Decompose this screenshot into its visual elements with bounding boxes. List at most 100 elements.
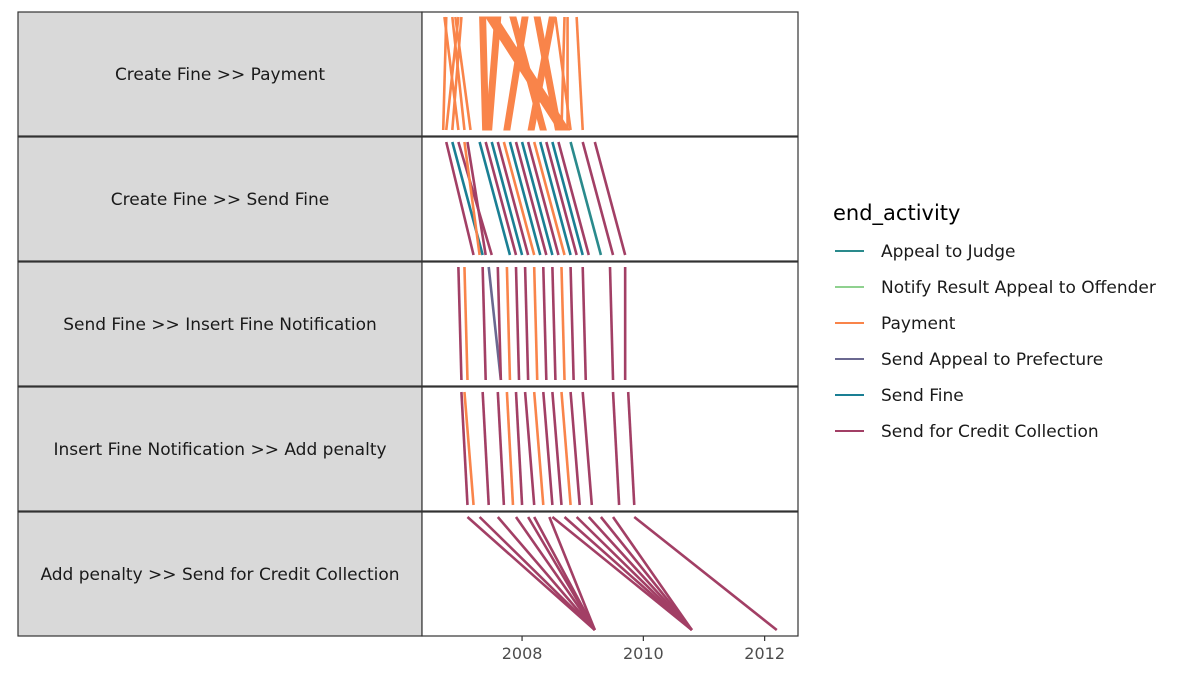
- segment-band: [527, 16, 556, 131]
- segment-line: [548, 516, 597, 631]
- segment-line: [502, 141, 536, 256]
- legend-label: Send Fine: [881, 386, 964, 406]
- segment-line: [496, 391, 506, 506]
- segment-line: [569, 391, 581, 506]
- segment-line: [575, 516, 693, 631]
- legend-entry: Send Appeal to Prefecture: [835, 350, 1103, 370]
- segment-line: [487, 266, 503, 381]
- segment-line: [451, 16, 466, 131]
- segment-line: [541, 266, 548, 381]
- legend-label: Appeal to Judge: [881, 242, 1016, 262]
- segment-line: [508, 141, 542, 256]
- legend-label: Send Appeal to Prefecture: [881, 350, 1103, 370]
- facet-label: Create Fine >> Send Fine: [111, 190, 329, 210]
- legend-label: Notify Result Appeal to Offender: [881, 278, 1156, 298]
- facet-strip: [17, 136, 423, 262]
- segment-line: [466, 141, 487, 256]
- legend-label: Send for Credit Collection: [881, 422, 1099, 442]
- segment-line: [581, 141, 615, 256]
- segments: [457, 266, 627, 381]
- segment-line: [551, 266, 557, 381]
- segment-line: [593, 141, 627, 256]
- segment-line: [514, 141, 548, 256]
- segment-line: [569, 141, 603, 256]
- segment-line: [523, 391, 536, 506]
- facet-label: Send Fine >> Insert Fine Notification: [63, 315, 377, 335]
- segment-line: [569, 266, 575, 381]
- segment-line: [626, 391, 636, 506]
- segment-line: [457, 141, 493, 256]
- segment-line: [457, 266, 463, 381]
- segment-line: [463, 391, 475, 506]
- segment-line: [496, 516, 596, 631]
- segment-line: [560, 266, 566, 381]
- x-tick-label: 2008: [502, 644, 543, 663]
- segment-line: [514, 391, 524, 506]
- segment-line: [560, 16, 566, 131]
- legend-label: Payment: [881, 314, 956, 334]
- segment-line: [551, 391, 563, 506]
- segment-line: [463, 266, 469, 381]
- segment-line: [454, 16, 472, 131]
- segment-line: [496, 266, 503, 381]
- segment-band: [485, 16, 502, 131]
- segment-line: [527, 516, 596, 631]
- segment-line: [611, 516, 693, 631]
- segment-line: [608, 266, 615, 381]
- legend-entry: Send Fine: [835, 386, 964, 406]
- segment-line: [481, 391, 491, 506]
- segment-line: [532, 391, 545, 506]
- segment-line: [466, 516, 596, 631]
- segment-line: [541, 391, 554, 506]
- segment-line: [463, 141, 481, 256]
- segment-line: [526, 141, 560, 256]
- x-tick-label: 2012: [744, 644, 785, 663]
- segment-line: [514, 516, 596, 631]
- facet-strip: [17, 11, 423, 137]
- facet-plot-area: [421, 511, 799, 637]
- segment-band: [533, 16, 563, 131]
- legend-entry: Send for Credit Collection: [835, 422, 1099, 442]
- facet-label: Create Fine >> Payment: [115, 65, 325, 85]
- facet-panel: Insert Fine Notification >> Add penalty: [17, 386, 799, 512]
- segments: [441, 16, 585, 131]
- segment-line: [557, 141, 591, 256]
- legend-title: end_activity: [833, 201, 960, 226]
- facet-strip: [17, 511, 423, 637]
- facet-panel: Create Fine >> Payment: [17, 11, 799, 137]
- segment-line: [520, 141, 554, 256]
- segment-line: [490, 141, 524, 256]
- segment-line: [551, 141, 584, 256]
- segments: [460, 391, 636, 506]
- segment-line: [587, 516, 693, 631]
- legend-entry: Appeal to Judge: [835, 242, 1016, 262]
- segment-line: [460, 391, 469, 506]
- segment-line: [514, 266, 521, 381]
- segment-line: [478, 516, 596, 631]
- segment-line: [581, 391, 594, 506]
- segment-line: [444, 141, 475, 256]
- segment-line: [451, 16, 463, 131]
- segment-line: [478, 141, 512, 256]
- segment-line: [523, 266, 530, 381]
- segments: [466, 515, 778, 632]
- facet-strip: [17, 261, 423, 387]
- facets: Create Fine >> Payment Create Fine >> Sen…: [17, 11, 799, 637]
- segment-line: [563, 516, 693, 631]
- facet-label: Add penalty >> Send for Credit Collectio…: [40, 565, 399, 585]
- segment-line: [575, 16, 585, 131]
- segment-line: [551, 515, 693, 632]
- segment-line: [581, 266, 588, 381]
- x-axis: 2008 2010 2012: [502, 636, 785, 663]
- x-tick-label: 2010: [623, 644, 664, 663]
- segment-line: [532, 141, 566, 256]
- facet-plot-area: [421, 11, 799, 137]
- facet-panel: Add penalty >> Send for Credit Collectio…: [17, 511, 799, 637]
- segment-line: [443, 16, 460, 131]
- segment-line: [539, 141, 572, 256]
- legend-entry: Payment: [835, 314, 956, 334]
- facet-panel: Send Fine >> Insert Fine Notification: [17, 261, 799, 387]
- segment-line: [505, 266, 512, 381]
- segment-line: [496, 141, 530, 256]
